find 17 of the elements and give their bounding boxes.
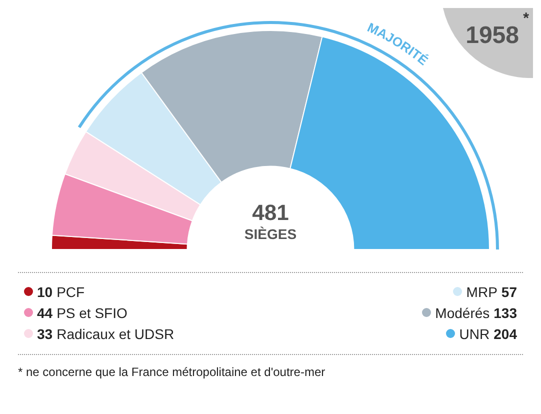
data-label: 204 (494, 326, 517, 342)
data-label: 57 (501, 284, 517, 300)
text: * ne concerne que la France métropolitaine et d'outre-mer (18, 354, 523, 379)
legend-label: Modérés (435, 304, 490, 320)
data-label: 10 (37, 284, 53, 300)
legend-label: PCF (56, 284, 85, 300)
data-label: 44 (37, 304, 53, 320)
text: * (523, 10, 529, 27)
text: SIÈGES (243, 226, 298, 242)
legend-label: PS et SFIO (56, 304, 128, 320)
data-label: 133 (494, 304, 517, 320)
data-label: 33 (37, 326, 53, 342)
legend-label: UNR (459, 326, 490, 342)
legend-label: MRP (466, 284, 498, 300)
legend-label: Radicaux et UDSR (56, 326, 174, 342)
text: 481 (251, 200, 290, 226)
chart-title: 1958 (466, 22, 519, 50)
